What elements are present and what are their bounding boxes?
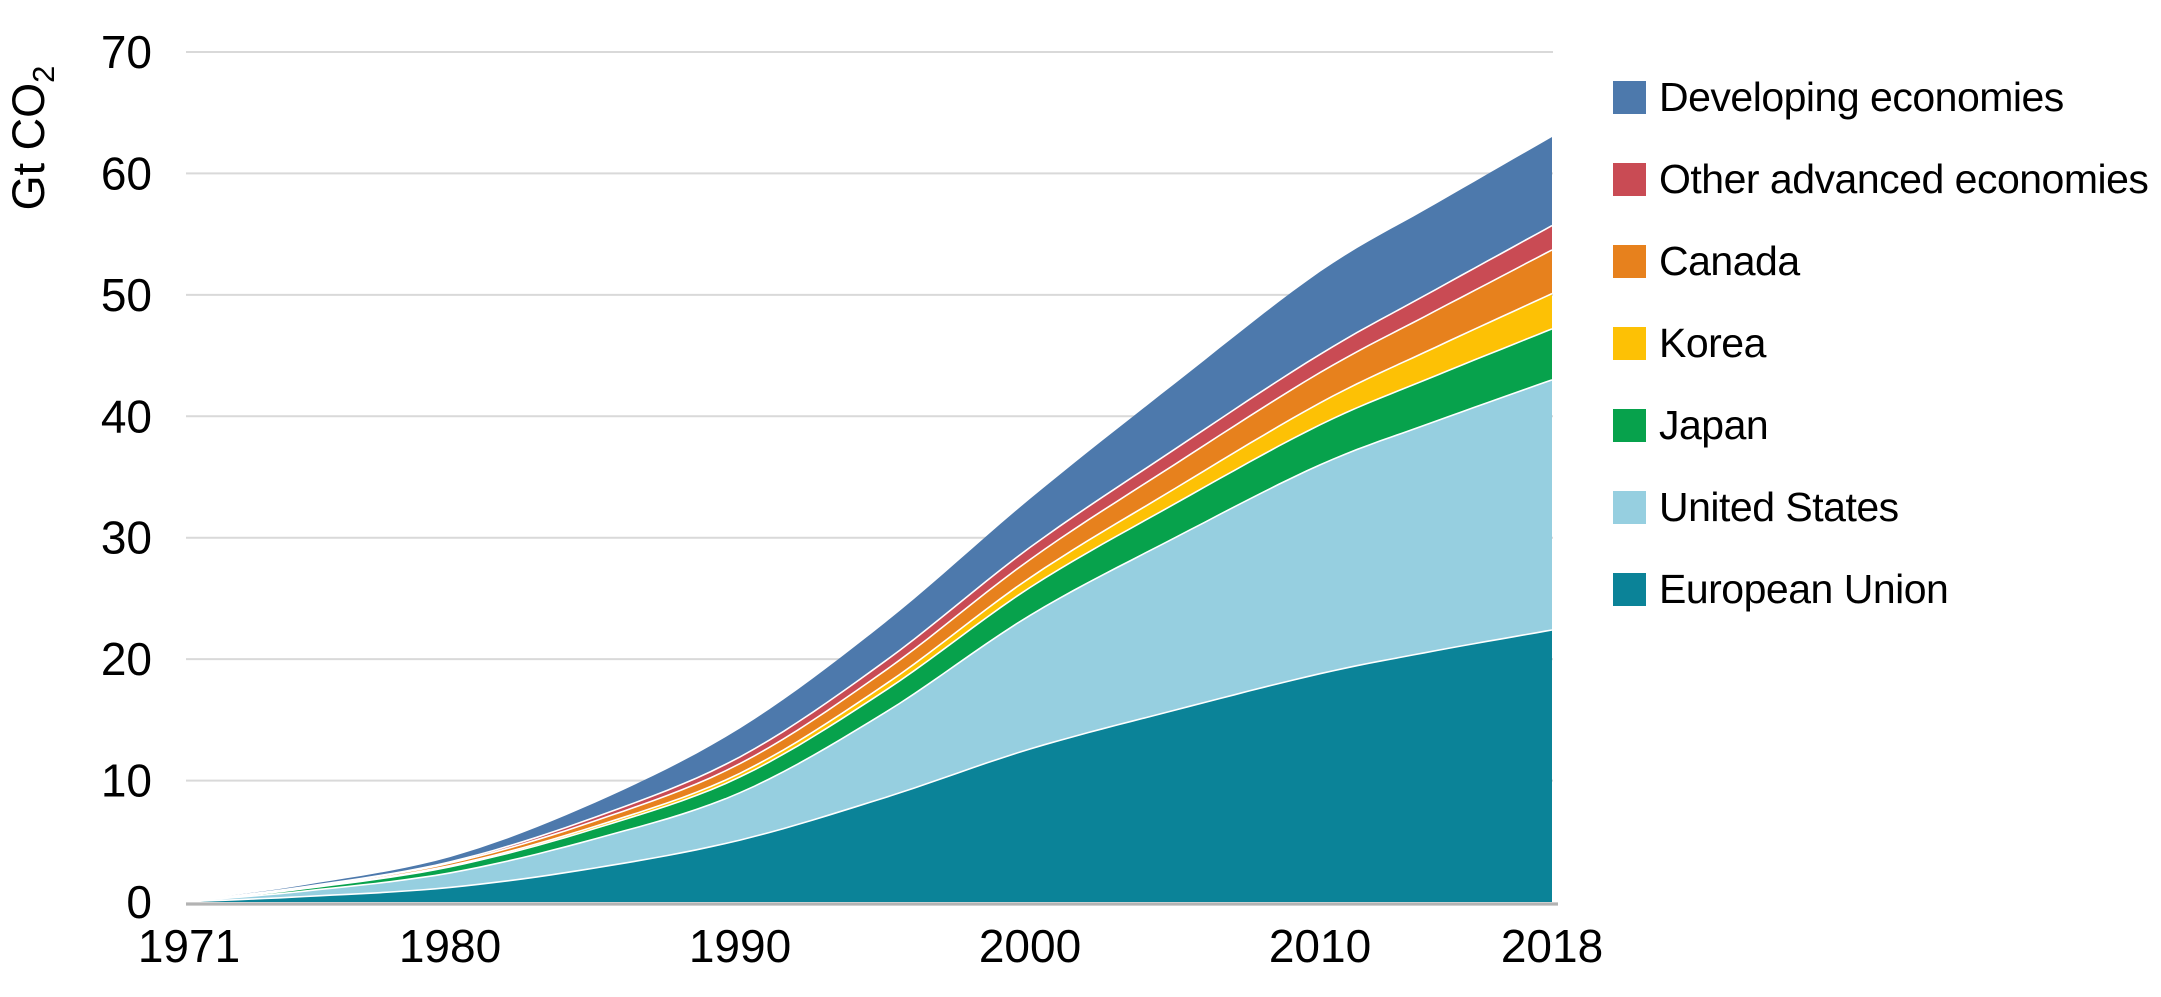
x-tick-label: 1990 — [689, 920, 791, 972]
y-tick-label: 20 — [101, 633, 152, 685]
legend-swatch-developing-economies — [1613, 80, 1646, 114]
legend-swatch-other-advanced-economies — [1613, 162, 1646, 196]
area-band-european-union — [189, 630, 1552, 902]
area-band-japan — [189, 328, 1552, 902]
legend-swatch-canada — [1613, 244, 1646, 278]
legend: Developing economies Other advanced econo… — [1613, 56, 2149, 630]
y-tick-label: 30 — [101, 512, 152, 564]
legend-swatch-japan — [1613, 408, 1646, 442]
y-tick-label: 10 — [101, 755, 152, 807]
x-tick-label: 1980 — [399, 920, 501, 972]
y-tick-label: 40 — [101, 390, 152, 442]
legend-label: Developing economies — [1659, 73, 2064, 120]
legend-item-japan: Japan — [1613, 384, 2148, 466]
y-axis-title: Gt CO2 — [3, 66, 61, 211]
legend-swatch-european-union — [1613, 572, 1646, 606]
legend-item-korea: Korea — [1613, 302, 2148, 384]
legend-label: European Union — [1659, 565, 1949, 612]
y-tick-label: 70 — [101, 26, 152, 78]
legend-label: Japan — [1659, 401, 1769, 448]
legend-swatch-korea — [1613, 326, 1646, 360]
x-tick-label: 2018 — [1501, 920, 1603, 972]
legend-item-united-states: United States — [1613, 466, 2148, 548]
band-separator — [188, 379, 1553, 903]
area-band-united-states — [189, 379, 1552, 902]
legend-label: Korea — [1659, 319, 1766, 366]
legend-label: United States — [1659, 483, 1899, 530]
legend-swatch-united-states — [1613, 490, 1646, 524]
legend-item-developing-economies: Developing economies — [1613, 56, 2148, 138]
x-tick-label: 2000 — [979, 920, 1081, 972]
legend-item-canada: Canada — [1613, 220, 2148, 302]
legend-item-european-union: European Union — [1613, 548, 2148, 630]
y-tick-label: 50 — [101, 269, 152, 321]
x-tick-label: 1971 — [138, 920, 240, 972]
legend-label: Canada — [1659, 237, 1800, 284]
band-separator — [188, 629, 1553, 903]
band-separator — [188, 328, 1553, 902]
y-tick-label: 60 — [101, 147, 152, 199]
legend-item-other-advanced-economies: Other advanced economies — [1613, 138, 2149, 220]
x-tick-label: 2010 — [1269, 920, 1371, 972]
band-separator — [188, 224, 1553, 902]
band-separator — [188, 292, 1553, 902]
legend-label: Other advanced economies — [1659, 155, 2149, 202]
y-tick-label: 0 — [126, 876, 152, 928]
